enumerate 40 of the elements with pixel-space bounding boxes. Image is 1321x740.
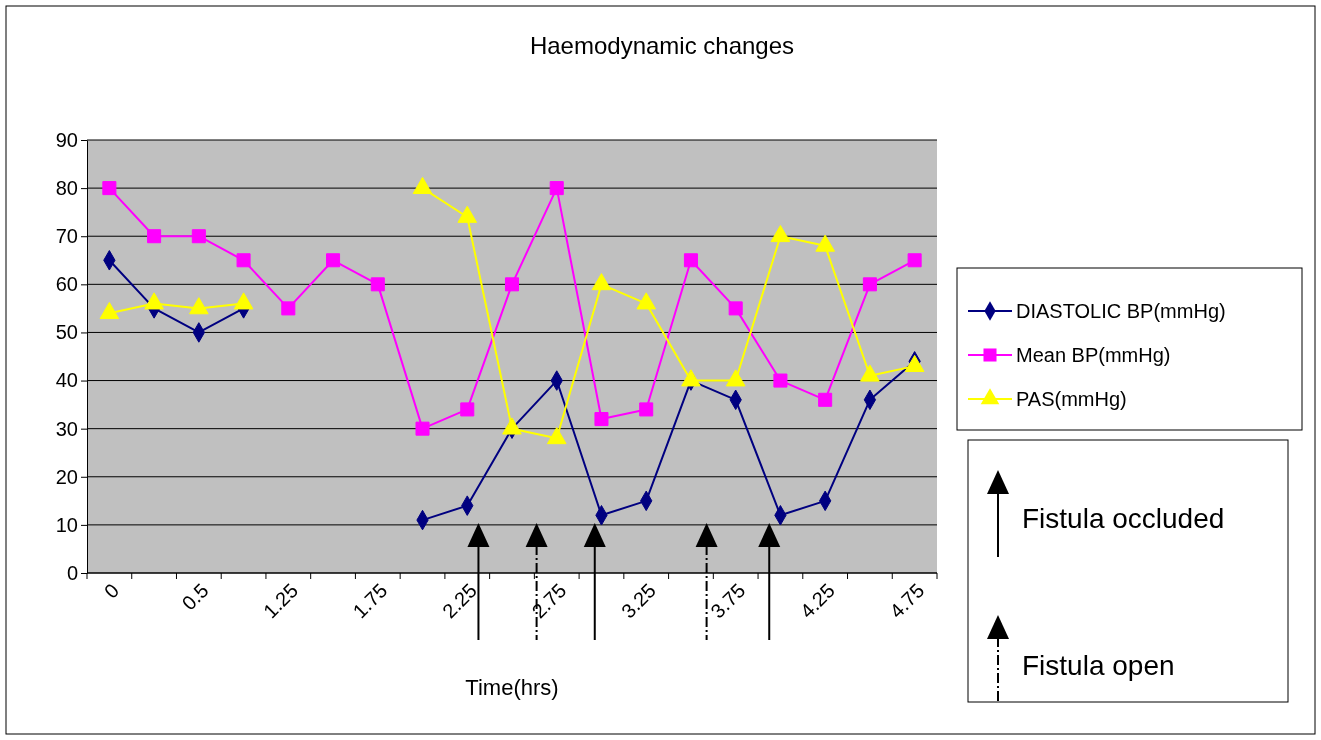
y-tick-label: 10 xyxy=(55,513,78,536)
y-tick-label: 60 xyxy=(55,273,78,296)
y-tick-label: 90 xyxy=(55,128,78,151)
point xyxy=(773,373,788,388)
x-tick-label: 0.5 xyxy=(177,579,213,615)
point xyxy=(460,402,475,417)
point xyxy=(370,277,385,292)
point xyxy=(728,301,743,316)
point xyxy=(147,229,162,244)
text: Fistula occluded xyxy=(1022,502,1225,534)
text: Fistula open xyxy=(1022,649,1175,681)
y-tick-label: 40 xyxy=(55,369,78,392)
x-tick-label: 4.75 xyxy=(885,579,929,623)
y-tick-label: 30 xyxy=(55,417,78,440)
legend-label: DIASTOLIC BP(mmHg) xyxy=(1016,300,1226,322)
x-axis-title: Time(hrs) xyxy=(465,675,559,700)
point xyxy=(326,253,341,268)
point xyxy=(281,301,296,316)
point xyxy=(639,402,654,417)
point xyxy=(683,253,698,268)
y-tick-label: 20 xyxy=(55,465,78,488)
y-tick-label: 0 xyxy=(66,561,78,584)
y-tick-label: 80 xyxy=(55,177,78,200)
point xyxy=(191,229,206,244)
chart-title: Haemodynamic changes xyxy=(529,32,795,59)
point xyxy=(549,181,564,196)
point xyxy=(818,392,833,407)
legend-label: Mean BP(mmHg) xyxy=(1016,344,1171,366)
point xyxy=(236,253,251,268)
point xyxy=(102,181,117,196)
legend-label: PAS(mmHg) xyxy=(1016,388,1127,410)
x-tick-label: 0 xyxy=(99,579,124,603)
point xyxy=(862,277,877,292)
x-tick-label: 4.25 xyxy=(795,579,839,623)
y-tick-label: 70 xyxy=(55,225,78,248)
point xyxy=(907,253,922,268)
y-tick-label: 50 xyxy=(55,321,78,344)
point xyxy=(415,421,430,436)
point xyxy=(504,277,520,292)
point xyxy=(594,412,609,427)
